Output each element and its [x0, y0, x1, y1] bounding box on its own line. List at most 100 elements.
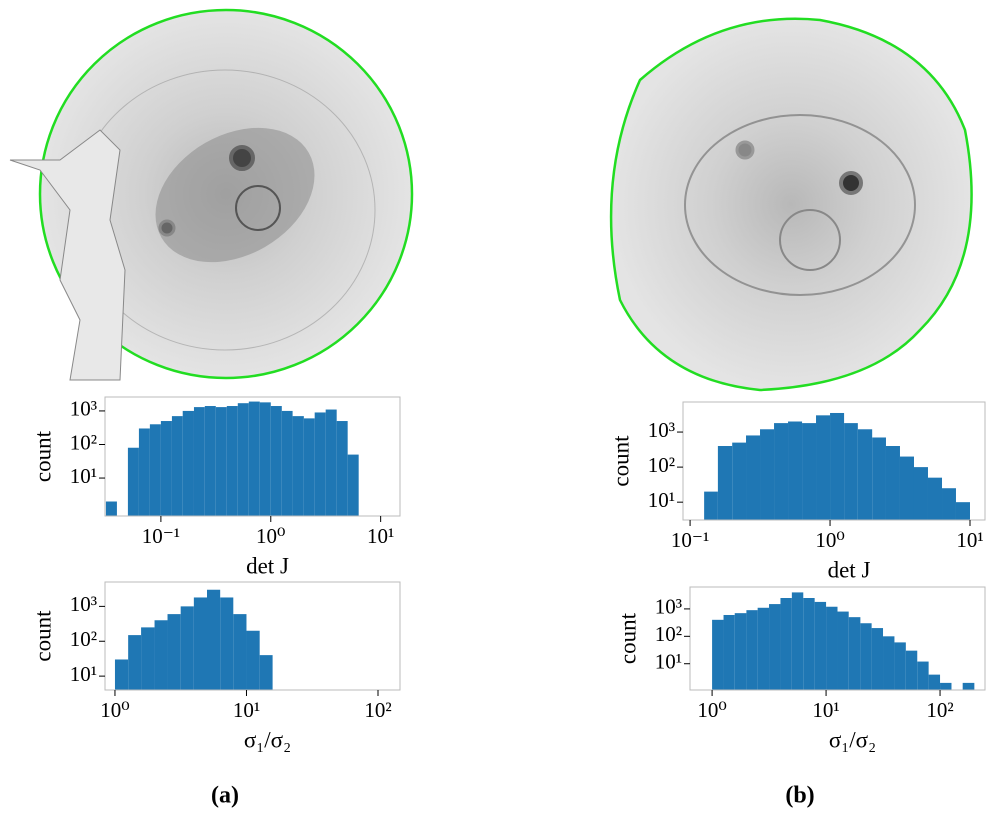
bar [962, 682, 975, 690]
bar [259, 655, 273, 690]
y-tick-label: 10² [655, 622, 682, 646]
bar [734, 613, 747, 690]
histogram: 10⁻¹ 10⁰ 10¹ 10¹ 10² 10³ det J count [30, 396, 401, 578]
bar [347, 454, 359, 516]
bar [940, 682, 952, 690]
plot-frame [682, 401, 986, 521]
bar [171, 416, 183, 516]
x-tick-label: 10⁰ [100, 698, 129, 722]
bar [757, 607, 770, 690]
y-axis-label: count [615, 612, 640, 664]
bar [336, 421, 348, 516]
bar [791, 592, 804, 690]
panel-caption: (b) [785, 783, 814, 809]
bar [885, 446, 900, 520]
bar [167, 614, 181, 690]
bar [788, 421, 803, 520]
y-tick-label: 10³ [648, 418, 675, 442]
x-tick-label: 10¹ [956, 528, 983, 552]
bar [848, 617, 861, 690]
bar [871, 628, 884, 690]
bar [802, 423, 817, 520]
bar [857, 429, 873, 520]
bar [780, 598, 792, 690]
bar [844, 423, 858, 520]
bar [774, 423, 789, 520]
x-tick-label: 10¹ [233, 698, 260, 722]
bar [955, 502, 970, 520]
bar [220, 597, 234, 690]
bar [746, 610, 758, 690]
x-tick-label: 10¹ [367, 524, 394, 548]
bar [149, 424, 161, 516]
bar [193, 597, 207, 690]
y-tick-label: 10² [648, 453, 675, 477]
plot-frame [689, 586, 986, 691]
bar [760, 429, 775, 520]
x-tick-label: 10¹ [812, 698, 839, 722]
bar [816, 415, 831, 520]
y-axis-label: count [608, 435, 633, 487]
bar [127, 447, 139, 516]
bar [128, 635, 142, 690]
x-axis-label: det J [828, 557, 871, 582]
bar [732, 442, 747, 520]
bar [259, 402, 271, 516]
bar [894, 642, 906, 690]
bar [160, 421, 172, 516]
y-axis-label: count [30, 430, 55, 482]
y-tick-label: 10² [70, 430, 97, 454]
bar [226, 406, 238, 516]
x-tick-label: 10⁰ [697, 698, 726, 722]
bar [281, 410, 293, 516]
bar [180, 606, 194, 690]
bar [233, 614, 247, 690]
plot-frame [104, 581, 401, 691]
bar [270, 406, 282, 516]
bar [826, 606, 838, 690]
bar [837, 611, 849, 690]
x-axis-label: det J [246, 553, 289, 578]
y-tick-label: 10² [70, 627, 97, 651]
y-tick-label: 10³ [70, 397, 97, 421]
bar [913, 467, 928, 520]
parameterization-b [609, 17, 973, 392]
y-axis-label: count [30, 610, 55, 662]
bar [154, 620, 168, 690]
bar [114, 659, 129, 690]
bar [927, 477, 943, 520]
bar [942, 488, 956, 520]
bar [814, 601, 827, 690]
y-tick-label: 10¹ [70, 662, 97, 686]
bar [303, 418, 315, 516]
bar [141, 627, 155, 690]
bar [883, 636, 895, 690]
bar [182, 410, 194, 516]
x-tick-label: 10² [364, 698, 391, 722]
y-tick-label: 10³ [655, 595, 682, 619]
bar [860, 623, 872, 690]
bar [246, 630, 260, 690]
parameterization-a [9, 8, 414, 381]
bar [905, 650, 918, 690]
bar [712, 619, 724, 690]
bar [292, 416, 304, 516]
histogram: 10⁰ 10¹ 10² 10¹ 10² 10³ σ₁/σ₂ count [615, 586, 986, 752]
x-axis-label: σ₁/σ₂ [829, 727, 876, 752]
bar [206, 589, 221, 690]
y-tick-label: 10¹ [70, 464, 97, 488]
bar [717, 446, 733, 520]
bar [237, 403, 249, 516]
x-tick-label: 10² [926, 698, 953, 722]
y-tick-label: 10¹ [655, 650, 682, 674]
bar [193, 407, 205, 516]
x-tick-label: 10⁻¹ [671, 528, 709, 552]
bar [830, 412, 845, 520]
x-tick-label: 10⁰ [815, 528, 844, 552]
bar [899, 456, 914, 520]
histogram: 10⁻¹ 10⁰ 10¹ 10¹ 10² 10³ det J count [608, 401, 986, 582]
bar [769, 604, 781, 690]
y-tick-label: 10³ [70, 592, 97, 616]
